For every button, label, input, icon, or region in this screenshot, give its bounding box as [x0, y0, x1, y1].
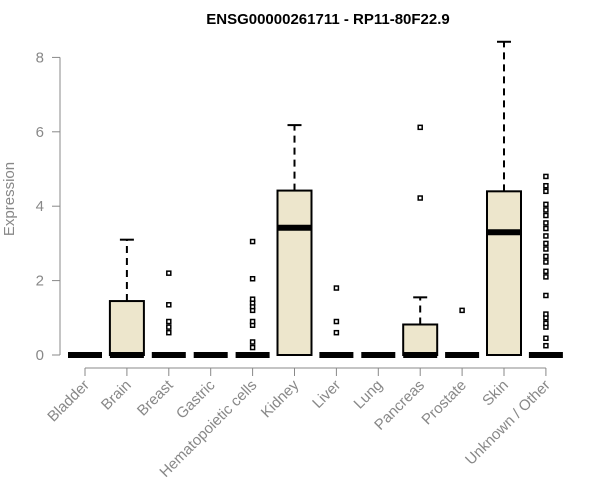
- outlier-point: [249, 344, 256, 351]
- outlier-point: [543, 320, 549, 327]
- outlier-point: [543, 212, 549, 219]
- y-axis-label: Expression: [1, 162, 18, 236]
- outlier-point: [543, 188, 549, 195]
- outlier-point: [249, 275, 256, 282]
- x-tick-label: Breast: [134, 376, 177, 419]
- outlier-point: [543, 220, 549, 226]
- y-tick-label: 0: [36, 347, 44, 364]
- plot-area: [68, 40, 563, 358]
- x-tick-label: Brain: [98, 377, 135, 414]
- outlier-point: [543, 342, 549, 349]
- y-axis: 0 2 4 6 8: [36, 49, 61, 364]
- outlier-point: [166, 324, 172, 330]
- outlier-point: [543, 311, 549, 317]
- outlier-point: [543, 240, 549, 247]
- outlier-point: [543, 182, 549, 189]
- chart-title: ENSG00000261711 - RP11-80F22.9: [206, 11, 450, 28]
- outlier-point: [543, 268, 549, 275]
- box-prostate: [445, 307, 480, 358]
- y-tick-label: 8: [36, 49, 44, 66]
- outlier-point: [543, 292, 549, 299]
- y-tick-label: 4: [36, 198, 44, 215]
- outlier-point: [543, 274, 549, 280]
- outlier-point: [543, 259, 549, 265]
- x-tick-label: Prostate: [418, 377, 470, 429]
- outlier-point: [417, 124, 423, 131]
- outlier-point: [417, 195, 423, 201]
- y-tick-label: 6: [36, 124, 44, 141]
- outlier-point: [543, 207, 549, 213]
- box-brain: [108, 238, 145, 358]
- x-tick-label: Bladder: [44, 377, 93, 426]
- box-skin: [486, 40, 522, 356]
- x-tick-label: Liver: [309, 377, 344, 412]
- outlier-point: [543, 335, 549, 342]
- outlier-point: [166, 329, 172, 336]
- outlier-point: [166, 318, 172, 325]
- outlier-point: [249, 339, 256, 345]
- box-body: [402, 323, 439, 357]
- outlier-point: [543, 233, 549, 239]
- x-tick-label: Lung: [351, 377, 387, 413]
- outlier-point: [249, 296, 256, 302]
- outlier-point: [543, 201, 549, 208]
- box-unknown-other: [528, 173, 563, 358]
- outlier-point: [333, 285, 340, 291]
- outlier-point: [543, 173, 549, 180]
- outlier-point: [166, 302, 172, 308]
- outlier-point: [249, 238, 256, 245]
- x-tick-label: Skin: [479, 377, 512, 410]
- box-pancreas: [402, 124, 439, 358]
- outlier-point: [543, 253, 549, 260]
- box-body: [486, 190, 522, 356]
- outlier-point: [543, 225, 549, 232]
- box-liver: [319, 285, 354, 358]
- outlier-point: [333, 329, 340, 336]
- outlier-point: [459, 307, 465, 314]
- box-body: [276, 189, 313, 356]
- box-hematopoietic-cells: [235, 238, 270, 358]
- outlier-point: [543, 246, 549, 252]
- outlier-point: [249, 318, 256, 325]
- outlier-point: [166, 270, 172, 276]
- box-breast: [151, 270, 186, 358]
- x-tick-label: Kidney: [258, 376, 303, 421]
- outlier-point: [333, 318, 340, 325]
- box-kidney: [276, 124, 313, 356]
- box-body: [108, 300, 145, 356]
- y-tick-label: 2: [36, 273, 44, 290]
